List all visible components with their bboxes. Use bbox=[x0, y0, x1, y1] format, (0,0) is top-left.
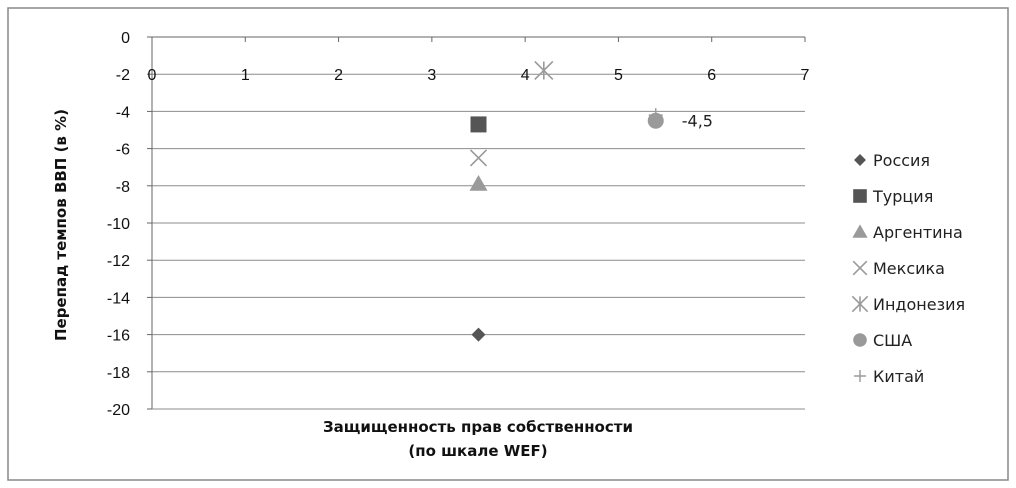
data-points: -4,5 bbox=[469, 60, 713, 342]
data-label-5: -4,5 bbox=[682, 112, 713, 131]
x-tick-label: 6 bbox=[707, 67, 716, 84]
legend-label-6: Китай bbox=[873, 367, 924, 386]
legend-label-2: Аргентина bbox=[873, 223, 963, 242]
legend-entry-5: США bbox=[853, 331, 912, 350]
axes bbox=[147, 36, 806, 410]
legend-marker-4 bbox=[851, 295, 869, 313]
legend-entry-2: Аргентина bbox=[852, 223, 963, 242]
y-tick-label: -8 bbox=[116, 179, 130, 196]
y-tick-label: -16 bbox=[107, 328, 130, 345]
data-point-3-0 bbox=[469, 149, 488, 167]
legend-label-0: Россия bbox=[873, 151, 930, 170]
x-tick-label: 4 bbox=[521, 67, 530, 84]
data-point-2-0 bbox=[469, 174, 488, 191]
x-tick-label: 5 bbox=[614, 67, 623, 84]
legend-entry-1: Турция bbox=[853, 187, 933, 206]
x-tick-label: 7 bbox=[801, 67, 810, 84]
legend-label-3: Мексика bbox=[873, 259, 945, 278]
legend-marker-0 bbox=[854, 154, 866, 166]
legend-entry-4: Индонезия bbox=[851, 295, 965, 314]
legend-marker-6 bbox=[854, 370, 866, 382]
data-point-1-0 bbox=[470, 116, 487, 133]
legend-marker-5 bbox=[853, 333, 867, 347]
y-tick-label: -18 bbox=[107, 365, 130, 382]
y-axis-title: Перепад темпов ВВП (в %) bbox=[52, 109, 70, 341]
data-point-0-0 bbox=[471, 327, 486, 342]
legend-marker-3 bbox=[852, 260, 868, 276]
legend-label-1: Турция bbox=[872, 187, 933, 206]
y-tick-label: -4 bbox=[116, 104, 130, 121]
legend-label-4: Индонезия bbox=[873, 295, 965, 314]
y-tick-label: -12 bbox=[107, 253, 130, 270]
x-axis-title-line-2: (по шкале WEF) bbox=[408, 442, 547, 460]
x-tick-label: 2 bbox=[334, 67, 343, 84]
legend-entry-3: Мексика bbox=[852, 259, 945, 278]
y-tick-label: -14 bbox=[107, 290, 130, 307]
x-tick-label: 0 bbox=[148, 67, 157, 84]
chart-frame bbox=[7, 7, 1009, 481]
legend-marker-1 bbox=[853, 189, 867, 203]
tick-labels: 0 -2 -4 -6 -8 -10 -12 -14 -16 -18 -20 0 1 2 3 4 5 6 7 bbox=[107, 30, 810, 419]
y-tick-label: -2 bbox=[116, 67, 130, 84]
legend-entry-6: Китай bbox=[854, 367, 924, 386]
data-point-4-0 bbox=[534, 60, 554, 81]
legend: Россия Турция Аргентина Мексика Индонезия США… bbox=[851, 151, 965, 386]
legend-label-5: США bbox=[873, 331, 912, 350]
legend-entry-0: Россия bbox=[854, 151, 930, 170]
y-tick-label: -20 bbox=[107, 402, 130, 419]
legend-marker-2 bbox=[852, 224, 868, 238]
x-tick-label: 3 bbox=[427, 67, 436, 84]
y-tick-label: -6 bbox=[116, 142, 130, 159]
x-tick-label: 1 bbox=[241, 67, 250, 84]
y-tick-label: -10 bbox=[107, 216, 130, 233]
x-axis-title-line-1: Защищенность прав собственности bbox=[323, 418, 633, 436]
grid-lines bbox=[152, 73, 805, 373]
y-tick-label: 0 bbox=[121, 30, 130, 47]
data-point-6-0 bbox=[648, 108, 663, 123]
